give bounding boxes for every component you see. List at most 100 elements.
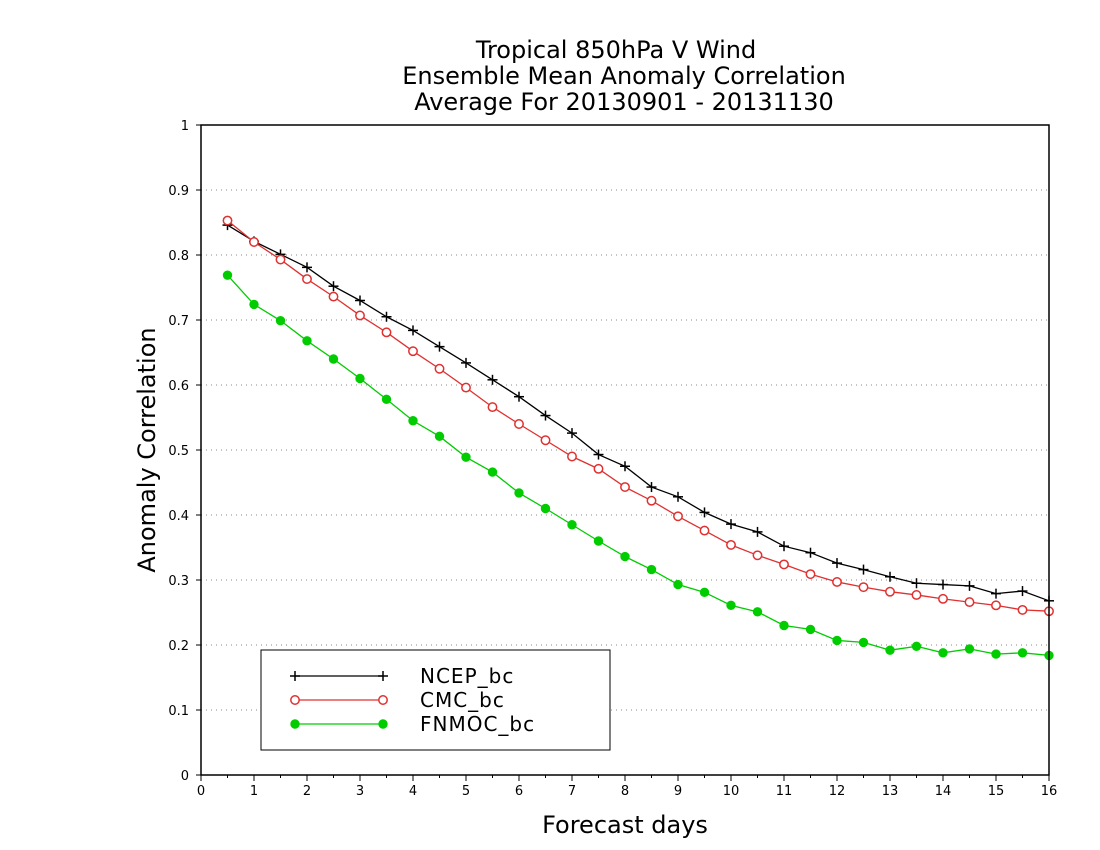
data-point-cmc-bc [487, 402, 498, 413]
data-point-ncep-bc [593, 449, 604, 460]
x-tick-label: 6 [515, 784, 523, 799]
data-point-fnmoc-bc [355, 373, 365, 384]
series-cmc-bc [222, 215, 1054, 617]
x-tick-label: 16 [1041, 784, 1058, 799]
data-point-ncep-bc [408, 325, 418, 336]
data-point-fnmoc-bc [858, 637, 869, 648]
data-point-cmc-bc [567, 451, 577, 462]
data-point-ncep-bc [620, 461, 630, 472]
data-point-ncep-bc [673, 491, 683, 502]
data-point-ncep-bc [885, 571, 895, 582]
y-tick-label: 0.1 [168, 704, 189, 719]
data-point-cmc-bc [620, 482, 630, 492]
data-point-cmc-bc [381, 327, 392, 338]
data-point-cmc-bc [911, 590, 922, 600]
data-point-cmc-bc [752, 550, 763, 561]
legend-label-ncep-bc: NCEP_bc [420, 664, 514, 688]
data-point-ncep-bc [991, 588, 1001, 599]
y-tick-label: 0.9 [168, 184, 189, 199]
x-tick-label: 7 [568, 784, 576, 799]
data-point-ncep-bc [858, 564, 869, 575]
data-point-fnmoc-bc [752, 607, 763, 617]
data-point-fnmoc-bc [275, 315, 286, 326]
y-tick-label: 0.7 [168, 314, 189, 329]
data-point-ncep-bc [646, 482, 657, 493]
x-tick-label: 5 [462, 784, 470, 799]
data-point-fnmoc-bc [699, 587, 710, 598]
data-point-cmc-bc [328, 291, 339, 302]
data-point-cmc-bc [434, 363, 445, 374]
title-line-3: Average For 20130901 - 20131130 [414, 88, 834, 116]
data-point-ncep-bc [726, 519, 736, 530]
legend-marker [290, 695, 300, 705]
x-tick-label: 0 [197, 784, 205, 799]
data-point-ncep-bc [434, 341, 445, 352]
series-line-fnmoc-bc [227, 274, 1050, 657]
legend-marker [378, 695, 388, 705]
data-point-fnmoc-bc [408, 416, 418, 426]
title-line-1: Tropical 850hPa V Wind [475, 36, 756, 64]
data-point-cmc-bc [222, 215, 233, 226]
data-point-fnmoc-bc [832, 635, 842, 646]
chart-title: Tropical 850hPa V Wind Ensemble Mean Ano… [402, 36, 846, 116]
data-point-ncep-bc [805, 547, 816, 558]
data-point-cmc-bc [646, 495, 657, 506]
data-point-ncep-bc [938, 579, 948, 590]
data-point-cmc-bc [832, 577, 842, 587]
data-point-cmc-bc [726, 539, 736, 550]
legend-entry-ncep-bc: NCEP_bc [290, 664, 514, 688]
data-point-ncep-bc [302, 262, 312, 273]
data-point-ncep-bc [567, 428, 577, 439]
series-line-ncep-bc [227, 224, 1050, 602]
data-point-ncep-bc [487, 374, 498, 385]
x-tick-label: 11 [776, 784, 793, 799]
data-point-ncep-bc [699, 507, 710, 518]
y-tick-label: 0.6 [168, 379, 189, 394]
data-point-ncep-bc [964, 580, 975, 591]
data-point-fnmoc-bc [222, 270, 233, 280]
data-point-ncep-bc [911, 578, 922, 589]
series-fnmoc-bc [222, 270, 1054, 661]
data-point-cmc-bc [805, 569, 816, 580]
data-point-fnmoc-bc [540, 503, 551, 514]
data-point-cmc-bc [938, 593, 948, 604]
data-point-fnmoc-bc [938, 648, 948, 658]
data-point-ncep-bc [514, 391, 524, 402]
data-point-cmc-bc [355, 310, 365, 321]
legend-label-fnmoc-bc: FNMOC_bc [420, 712, 535, 736]
y-tick-label: 0.5 [168, 444, 189, 459]
data-point-cmc-bc [514, 419, 524, 429]
data-point-cmc-bc [540, 435, 551, 446]
data-point-cmc-bc [302, 274, 312, 284]
data-point-fnmoc-bc [991, 649, 1001, 659]
legend-entry-fnmoc-bc: FNMOC_bc [290, 712, 535, 736]
data-point-fnmoc-bc [964, 644, 975, 654]
x-tick-label: 1 [250, 784, 258, 799]
legend-label-cmc-bc: CMC_bc [420, 688, 505, 712]
y-tick-label: 0.3 [168, 574, 189, 589]
data-point-ncep-bc [540, 410, 551, 421]
data-point-fnmoc-bc [249, 299, 259, 310]
series-ncep-bc [222, 220, 1054, 606]
y-axis-label: Anomaly Correlation [133, 327, 161, 572]
data-point-cmc-bc [991, 600, 1001, 611]
x-tick-label: 4 [409, 784, 417, 799]
x-tick-label: 14 [935, 784, 952, 799]
data-point-cmc-bc [1017, 604, 1028, 615]
data-point-fnmoc-bc [673, 579, 683, 590]
data-point-ncep-bc [355, 295, 365, 306]
data-point-fnmoc-bc [620, 551, 630, 562]
y-tick-label: 0.2 [168, 639, 189, 654]
gridlines [201, 189, 1049, 711]
data-point-cmc-bc [408, 346, 418, 357]
data-point-fnmoc-bc [461, 452, 471, 462]
series-layer [222, 215, 1054, 661]
data-point-ncep-bc [779, 541, 789, 552]
data-point-cmc-bc [885, 586, 895, 597]
data-point-cmc-bc [964, 597, 975, 608]
data-point-cmc-bc [593, 463, 604, 474]
legend-marker [290, 671, 300, 681]
data-point-ncep-bc [1017, 586, 1028, 597]
